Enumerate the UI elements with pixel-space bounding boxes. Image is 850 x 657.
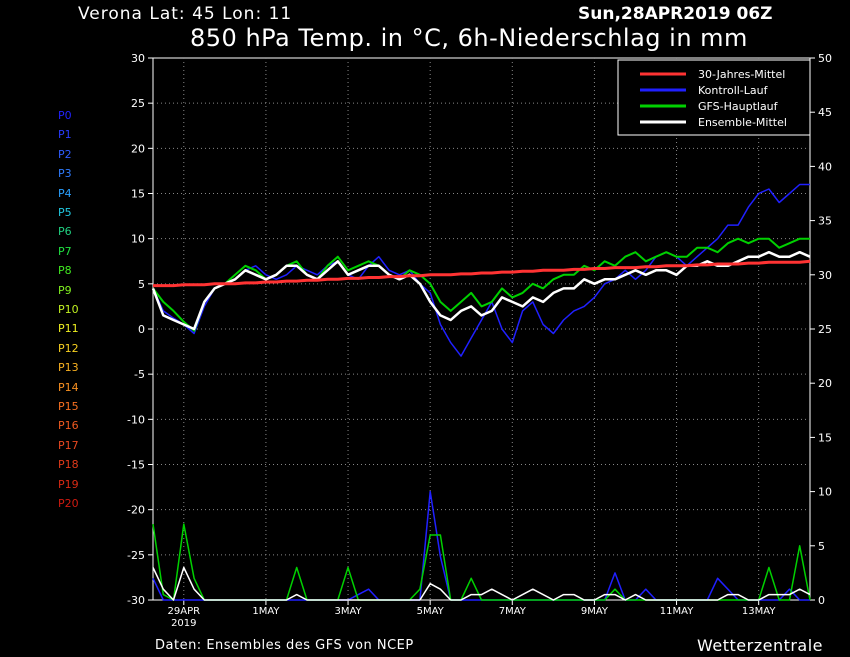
- member-p13: P13: [58, 361, 79, 375]
- temp-line-gfs-hauptlauf: [152, 237, 810, 332]
- y-right-tick-label: 45: [818, 106, 832, 119]
- y-left-tick-label: -10: [127, 413, 145, 426]
- member-p1: P1: [58, 128, 72, 142]
- member-p3: P3: [58, 167, 72, 181]
- x-tick-label: 5MAY: [417, 606, 445, 617]
- y-right-tick-label: 15: [818, 431, 832, 444]
- member-p19: P19: [58, 477, 79, 491]
- y-left-tick-label: 10: [131, 233, 145, 246]
- legend-label: Ensemble-Mittel: [698, 116, 787, 129]
- member-p20: P20: [58, 497, 79, 510]
- precip-line-kontroll-lauf: [152, 490, 810, 601]
- member-p9: P9: [58, 283, 72, 297]
- y-right-tick-label: 30: [818, 269, 832, 282]
- y-left-tick-label: -25: [127, 549, 145, 562]
- data-source: Daten: Ensembles des GFS von NCEP: [155, 638, 414, 653]
- temp-line-kontroll-lauf: [152, 183, 810, 357]
- x-tick-label: 9MAY: [581, 606, 609, 617]
- y-left-tick-label: 5: [138, 278, 145, 291]
- y-right-tick-label: 5: [818, 540, 825, 553]
- y-right-tick-label: 25: [818, 323, 832, 336]
- precip-line-gfs-hauptlauf: [152, 523, 811, 601]
- y-left-tick-label: -30: [127, 594, 145, 607]
- y-left-tick-label: 0: [138, 323, 145, 336]
- y-left-tick-label: -15: [127, 459, 145, 472]
- run-datetime: Sun,28APR2019 06Z: [578, 4, 773, 24]
- member-p4: P4: [58, 186, 72, 200]
- y-left-tick-label: 25: [131, 97, 145, 110]
- member-p16: P16: [58, 419, 79, 433]
- member-p17: P17: [58, 438, 79, 452]
- member-p0: P0: [58, 109, 72, 122]
- member-p5: P5: [58, 206, 72, 219]
- y-left-tick-label: -20: [127, 504, 145, 517]
- member-p6: P6: [58, 225, 72, 239]
- chart-title: 850 hPa Temp. in °C, 6h-Niederschlag in …: [190, 24, 748, 52]
- x-tick-label: 1MAY: [252, 606, 280, 617]
- x-tick-sublabel: 2019: [171, 618, 196, 629]
- member-p12: P12: [58, 341, 79, 355]
- x-tick-label: 7MAY: [499, 606, 527, 617]
- y-right-tick-label: 50: [818, 52, 832, 65]
- y-left-tick-label: 20: [131, 142, 145, 155]
- member-p11: P11: [58, 322, 79, 336]
- y-left-tick-label: 15: [131, 188, 145, 201]
- legend-label: 30-Jahres-Mittel: [698, 68, 785, 81]
- x-tick-label: 13MAY: [742, 606, 776, 617]
- y-right-tick-label: 0: [818, 594, 825, 607]
- y-left-tick-label: -5: [134, 368, 145, 381]
- x-tick-label: 29APR: [168, 606, 201, 617]
- precip-line-ensemble-mittel: [152, 566, 811, 601]
- location-label: Verona Lat: 45 Lon: 11: [78, 4, 293, 24]
- y-right-tick-label: 40: [818, 160, 832, 173]
- member-p8: P8: [58, 264, 72, 278]
- y-right-tick-label: 10: [818, 486, 832, 499]
- x-tick-label: 3MAY: [334, 606, 362, 617]
- y-left-tick-label: 30: [131, 52, 145, 65]
- member-p15: P15: [58, 400, 79, 413]
- member-p7: P7: [58, 244, 72, 258]
- y-right-tick-label: 35: [818, 215, 832, 228]
- x-tick-label: 11MAY: [660, 606, 694, 617]
- legend-label: Kontroll-Lauf: [698, 84, 769, 97]
- temp-line-30-jahres-mittel: [153, 259, 811, 288]
- y-right-tick-label: 20: [818, 377, 832, 390]
- member-p14: P14: [58, 380, 79, 394]
- legend-label: GFS-Hauptlauf: [698, 100, 779, 113]
- member-p18: P18: [58, 458, 79, 472]
- member-p2: P2: [58, 147, 72, 161]
- brand-label: Wetterzentrale: [697, 636, 824, 655]
- member-p10: P10: [58, 303, 79, 316]
